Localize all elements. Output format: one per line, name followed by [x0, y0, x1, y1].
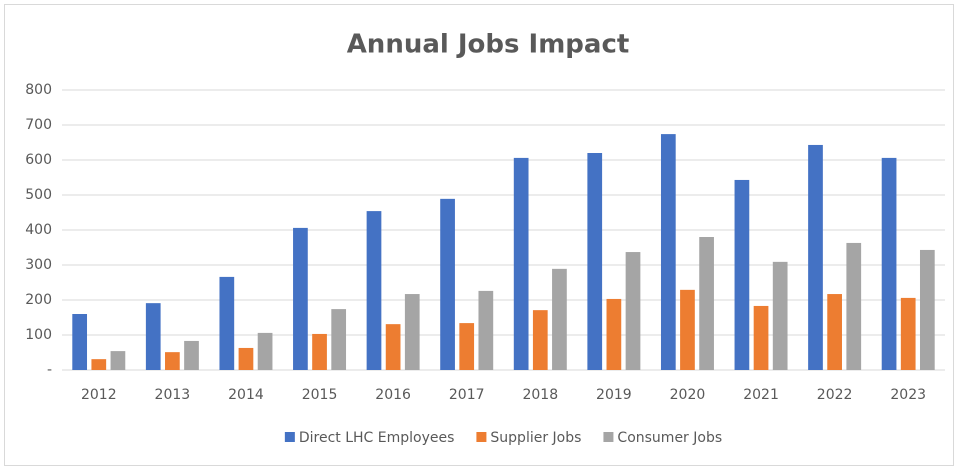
y-tick-label: 300	[25, 257, 52, 273]
x-tick-label: 2023	[890, 387, 926, 403]
bar	[385, 324, 401, 370]
bar	[257, 332, 273, 370]
bar	[513, 157, 529, 370]
bar	[680, 289, 695, 370]
x-tick-label: 2012	[81, 387, 117, 403]
x-tick-label: 2022	[817, 387, 853, 403]
bar	[532, 310, 548, 370]
y-tick-label: 400	[25, 222, 52, 238]
x-tick-label: 2014	[228, 387, 264, 403]
legend-label: Direct LHC Employees	[299, 430, 455, 446]
y-tick-label: 200	[25, 292, 52, 308]
bar	[219, 276, 235, 370]
bar	[331, 309, 347, 370]
bar	[165, 352, 180, 370]
y-tick-label: -	[47, 362, 52, 378]
x-tick-label: 2013	[155, 387, 191, 403]
y-tick-label: 100	[25, 327, 52, 343]
bar	[459, 323, 475, 370]
bar	[404, 294, 420, 370]
bar	[881, 157, 897, 370]
bar	[900, 297, 916, 370]
bar	[808, 144, 823, 370]
bar	[660, 134, 676, 370]
x-tick-label: 2019	[596, 387, 632, 403]
x-tick-label: 2017	[449, 387, 485, 403]
bar	[293, 227, 308, 370]
x-tick-label: 2016	[375, 387, 411, 403]
bar	[772, 261, 788, 370]
bar	[72, 314, 88, 370]
bar	[110, 351, 126, 370]
bar	[552, 268, 567, 370]
legend-swatch	[476, 432, 487, 442]
bar	[587, 153, 603, 370]
bar	[312, 333, 327, 370]
x-tick-label: 2021	[743, 387, 779, 403]
bar	[919, 249, 935, 370]
bar	[753, 305, 769, 370]
legend-label: Consumer Jobs	[617, 430, 722, 446]
bar	[366, 211, 382, 370]
bar	[440, 198, 455, 370]
bar	[846, 242, 862, 370]
legend-swatch	[284, 432, 295, 442]
bar	[238, 347, 254, 370]
bar	[478, 290, 494, 370]
x-tick-label: 2015	[302, 387, 338, 403]
legend-label: Supplier Jobs	[490, 430, 581, 446]
y-tick-label: 500	[25, 187, 52, 203]
legend-swatch	[603, 432, 614, 442]
x-tick-label: 2018	[522, 387, 558, 403]
y-tick-label: 700	[25, 117, 52, 133]
y-tick-label: 800	[25, 82, 52, 98]
bar	[827, 294, 842, 370]
bar	[734, 179, 750, 370]
chart-title: Annual Jobs Impact	[347, 30, 630, 60]
bar	[625, 252, 641, 370]
bar	[91, 359, 107, 370]
y-tick-label: 600	[25, 152, 52, 168]
bar	[184, 340, 199, 370]
bar	[606, 298, 622, 370]
x-tick-label: 2020	[670, 387, 706, 403]
chart-border	[4, 4, 954, 466]
bar	[699, 237, 714, 370]
bar	[145, 303, 161, 370]
